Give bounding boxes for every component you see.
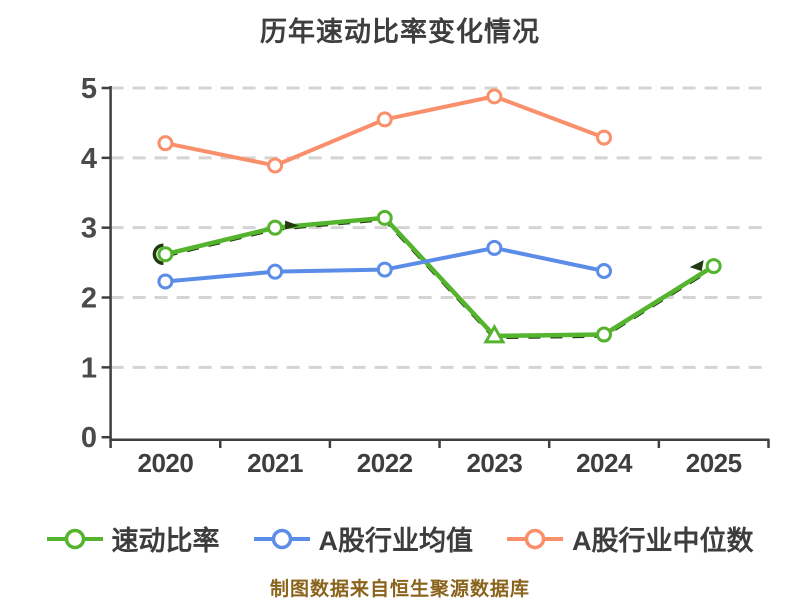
legend-label-industry-average: A股行业均值 [318, 526, 474, 556]
marker-accent [689, 260, 704, 272]
series-marker-industry-average [267, 263, 284, 280]
y-tick-label: 5 [81, 73, 97, 105]
legend-label-quick-ratio: 速动比率 [111, 526, 220, 556]
series-marker-industry-median [157, 135, 174, 152]
series-marker-quick-ratio [483, 323, 506, 344]
legend-item-quick-ratio: 速动比率 [46, 519, 220, 558]
marker-accent [152, 243, 164, 265]
y-tick-label: 3 [81, 213, 97, 245]
y-tick-label: 1 [81, 352, 97, 384]
series-marker-industry-median [486, 88, 503, 105]
y-tick-label: 0 [81, 422, 97, 454]
legend-marker-quick-ratio-icon [46, 528, 103, 549]
series-line-quick-ratio [164, 215, 715, 339]
x-tick-label: 2024 [576, 448, 633, 478]
series-marker-quick-ratio [376, 209, 393, 226]
series-line-industry-median [165, 94, 605, 168]
series-marker-quick-ratio [596, 326, 613, 343]
x-tick-label: 2025 [686, 448, 742, 478]
series-marker-quick-ratio [267, 219, 284, 236]
series-marker-quick-ratio [705, 258, 722, 275]
x-tick-label: 2022 [357, 448, 413, 478]
series-marker-industry-median [596, 129, 613, 146]
series-marker-industry-average [486, 239, 503, 256]
y-tick-label: 4 [81, 143, 97, 175]
series-marker-industry-median [376, 111, 393, 128]
legend-label-industry-median: A股行业中位数 [572, 526, 754, 556]
legend-item-industry-average: A股行业均值 [253, 519, 474, 558]
series-marker-industry-average [376, 261, 393, 278]
y-tick-label: 2 [81, 283, 97, 315]
legend-marker-industry-median-icon [507, 528, 563, 549]
chart-legend: 速动比率 A股行业均值 A股行业中位数 [0, 519, 800, 558]
chart-title: 历年速动比率变化情况 [260, 17, 540, 47]
x-tick-label: 2023 [466, 448, 522, 478]
legend-item-industry-median: A股行业中位数 [507, 519, 754, 558]
legend-marker-industry-average-icon [253, 528, 310, 549]
series-marker-industry-median [267, 157, 284, 174]
marker-accent [285, 220, 300, 230]
series-marker-industry-average [157, 273, 174, 290]
x-tick-label: 2021 [247, 448, 303, 478]
x-tick-label: 2020 [138, 448, 194, 478]
data-source-caption: 制图数据来自恒生聚源数据库 [269, 579, 530, 600]
series-marker-quick-ratio [157, 246, 174, 263]
series-marker-industry-average [596, 262, 613, 279]
